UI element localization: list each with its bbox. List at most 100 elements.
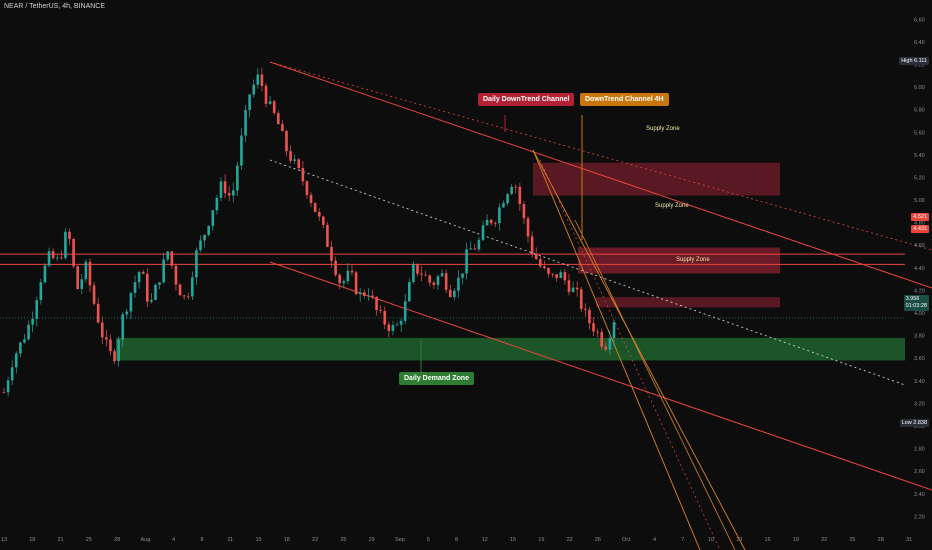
candle-body: [453, 290, 456, 297]
x-tick-label: 22: [312, 537, 318, 543]
candle-body: [588, 309, 591, 324]
x-tick-label: 8: [455, 537, 458, 543]
candle-body: [199, 240, 202, 251]
candle-body: [6, 380, 10, 393]
y-tick-label: 2.60: [914, 469, 925, 475]
y-tick-label: 3.20: [914, 401, 925, 407]
candle-body: [473, 248, 477, 250]
x-tick-label: 13: [1, 537, 7, 543]
candle-body: [252, 84, 256, 95]
candle-body: [248, 94, 251, 110]
candle-body: [68, 231, 71, 239]
x-tick-label: 12: [482, 537, 488, 543]
candle-body: [367, 295, 370, 297]
y-tick-label: 6.00: [914, 85, 925, 91]
candle-body: [563, 272, 567, 281]
candle-body: [317, 211, 321, 217]
candle-body: [133, 282, 137, 293]
trend-line-2: [269, 261, 932, 491]
candle-body: [141, 271, 145, 274]
candle-body: [596, 331, 599, 333]
x-tick-label: 26: [595, 537, 601, 543]
candle-body: [350, 270, 354, 273]
low-label: Low: [901, 420, 912, 426]
x-tick-label: 16: [765, 537, 771, 543]
x-tick-label: 4: [653, 537, 656, 543]
candle-body: [10, 367, 14, 381]
candle-body: [231, 190, 235, 196]
candle-body: [575, 287, 579, 290]
candle-body: [584, 308, 587, 310]
candle-body: [137, 271, 141, 283]
candle-body: [600, 332, 604, 347]
y-tick-label: 5.80: [914, 108, 925, 114]
y-tick-label: 3.80: [914, 334, 925, 340]
candle-body: [207, 225, 210, 235]
y-tick-label: 2.40: [914, 492, 925, 498]
candle-body: [191, 277, 194, 297]
trend-line-5: [532, 149, 701, 550]
time-axis: 13 18 21 25 28 Aug 4 8 11 15 18 22 25 29 Sep 5 8 12 15 19 22…: [1, 537, 912, 543]
y-tick-label: 6.20: [914, 62, 925, 68]
candle-body: [330, 246, 333, 261]
candle-body: [35, 300, 39, 319]
y-tick-label: 2.20: [914, 514, 925, 520]
trend-line-4: [532, 149, 746, 550]
x-tick-label: 4: [172, 537, 175, 543]
candle-body: [493, 223, 497, 225]
candle-body: [285, 131, 288, 152]
candle-body: [305, 181, 309, 195]
candle-body: [547, 268, 550, 274]
candle-body: [293, 159, 296, 161]
candle-body: [342, 281, 346, 284]
current-price: 3.956: [905, 296, 920, 302]
x-tick-label: 22: [821, 537, 827, 543]
candle-body: [309, 194, 313, 203]
candle-body: [428, 275, 432, 283]
candle-body: [469, 248, 473, 250]
candle-body: [60, 257, 63, 259]
y-tick-label: 6.60: [914, 17, 925, 23]
candle-body: [444, 273, 448, 290]
candle-body: [195, 250, 198, 278]
level-tag-b: 4.431: [911, 225, 929, 233]
high-value: 6.111: [914, 58, 927, 64]
trend-line-3: [269, 159, 906, 386]
candle-body: [96, 303, 100, 323]
candle-body: [129, 292, 133, 312]
callout-downtrend-4h: DownTrend Channel 4H: [580, 93, 669, 106]
candle-body: [240, 135, 243, 166]
candle-body: [539, 259, 542, 267]
candle-body: [215, 197, 219, 211]
x-tick-label: 18: [284, 537, 290, 543]
candle-body: [461, 273, 464, 278]
candle-body: [424, 274, 427, 276]
y-tick-label: 4.60: [914, 243, 925, 249]
candle-body: [485, 219, 489, 226]
candle-body: [150, 299, 153, 302]
zones-layer: [116, 162, 905, 361]
candle-body: [383, 310, 387, 325]
candle-body: [264, 85, 268, 104]
candle-body: [100, 322, 104, 338]
symbol-header: NEAR / TetherUS, 4h, BINANCE: [4, 3, 106, 10]
candle-body: [481, 225, 485, 240]
trend-line-7: [539, 159, 721, 550]
candle-body: [64, 231, 67, 258]
supply-zone-label-2: Supply Zone: [655, 203, 689, 209]
candle-body: [166, 251, 170, 260]
y-tick-label: 2.80: [914, 447, 925, 453]
candle-body: [399, 320, 403, 325]
candle-body: [51, 251, 55, 259]
candle-body: [14, 353, 18, 368]
candle-body: [174, 265, 178, 285]
candle-body: [567, 280, 571, 292]
candle-body: [211, 210, 215, 226]
candle-body: [117, 339, 120, 362]
candles-layer: [2, 67, 616, 397]
x-tick-label: 21: [58, 537, 64, 543]
candle-body: [555, 274, 558, 279]
x-tick-label: 18: [29, 537, 35, 543]
candle-body: [281, 124, 284, 132]
